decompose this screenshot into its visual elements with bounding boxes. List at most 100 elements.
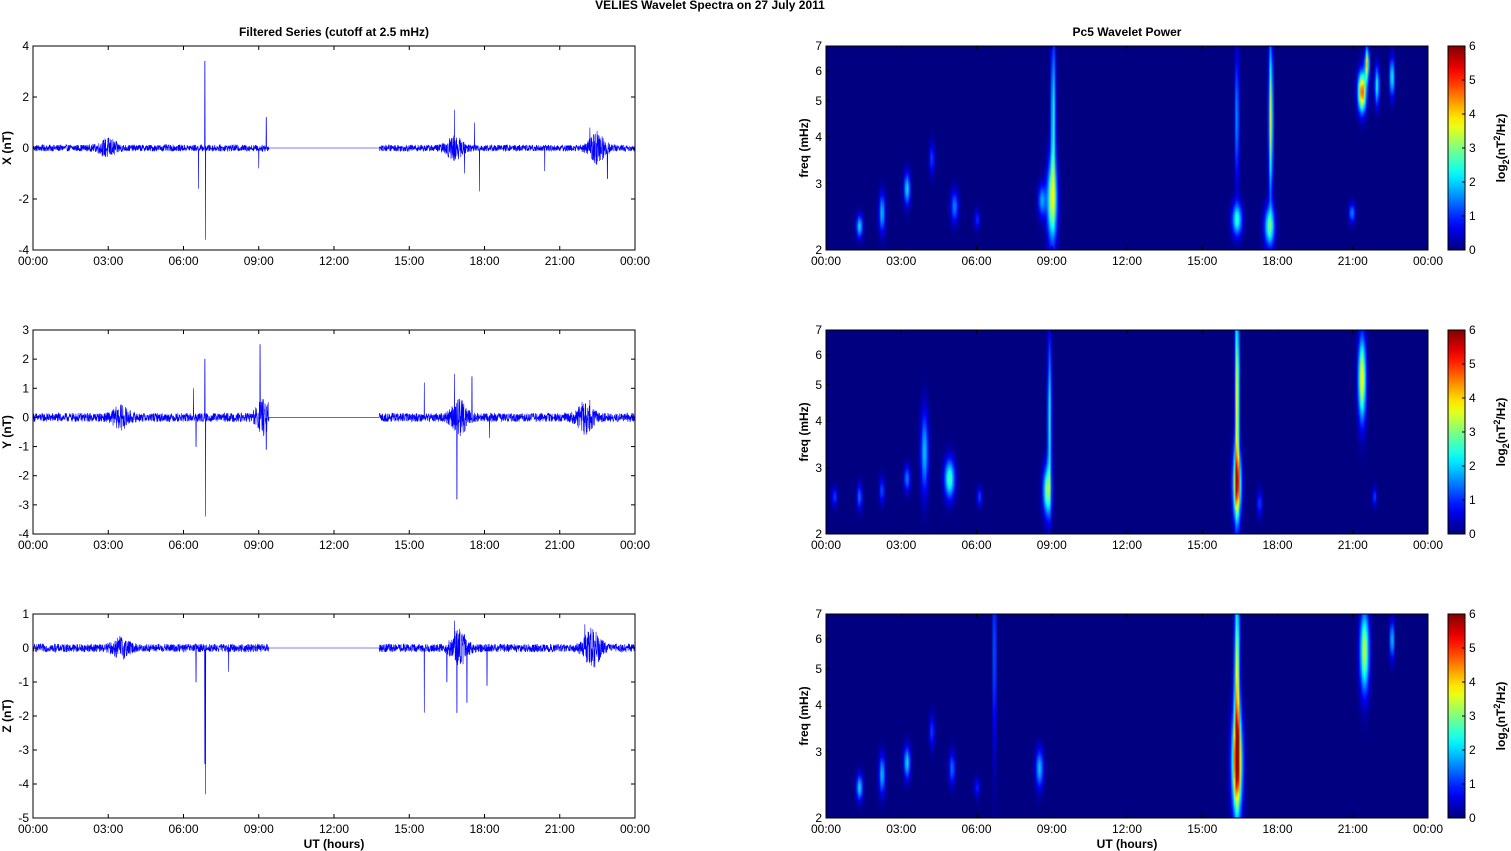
- filtered-z-ytick-label: -2: [18, 709, 29, 723]
- power-x-ytick-label: 4: [815, 130, 822, 144]
- filtered-y-ylabel: Y (nT): [0, 415, 14, 449]
- filtered-y-background: [33, 330, 635, 534]
- power-z-colorbar-label: 4: [1469, 675, 1476, 689]
- filtered-x-ytick-label: 0: [22, 141, 29, 155]
- power-x-ytick-label: 5: [815, 94, 822, 108]
- power-z-xtick-label: 18:00: [1262, 822, 1292, 836]
- filtered-y-xtick-label: 03:00: [93, 538, 123, 552]
- power-y-xtick-label: 00:00: [1413, 538, 1443, 552]
- filtered-x-xtick-label: 00:00: [620, 254, 650, 268]
- filtered-y-xtick-label: 00:00: [620, 538, 650, 552]
- filtered-x-xtick-label: 00:00: [18, 254, 48, 268]
- filtered-y-xtick-label: 06:00: [168, 538, 198, 552]
- filtered-z-ylabel: Z (nT): [0, 699, 14, 732]
- filtered-z-xtick-label: 03:00: [93, 822, 123, 836]
- filtered-z-xtick-label: 00:00: [620, 822, 650, 836]
- power-x-xtick-label: 03:00: [886, 254, 916, 268]
- filtered-y-ytick-label: 0: [22, 410, 29, 424]
- power-y-ytick-label: 6: [815, 348, 822, 362]
- filtered-z-xtick-label: 15:00: [394, 822, 424, 836]
- power-z-xtick-label: 00:00: [811, 822, 841, 836]
- power-x-ylabel: freq (mHz): [797, 118, 811, 177]
- power-x-ytick-label: 7: [815, 39, 822, 53]
- power-z-xtick-label: 00:00: [1413, 822, 1443, 836]
- power-z-colorbar-label: 0: [1469, 811, 1476, 825]
- power-z-heatmap-image: [826, 614, 1428, 818]
- filtered-y-xtick-label: 18:00: [469, 538, 499, 552]
- power-z-colorbar-label: 3: [1469, 709, 1476, 723]
- power-x-xtick-label: 18:00: [1262, 254, 1292, 268]
- power-y-xtick-label: 06:00: [961, 538, 991, 552]
- power-z-ytick-label: 3: [815, 745, 822, 759]
- power-x-xtick-label: 00:00: [811, 254, 841, 268]
- filtered-x-xtick-label: 09:00: [244, 254, 274, 268]
- filtered-x-xtick-label: 12:00: [319, 254, 349, 268]
- power-y-colorbar-label: 6: [1469, 323, 1476, 337]
- power-y-ytick-label: 3: [815, 461, 822, 475]
- filtered-x-series-line: [32, 61, 636, 240]
- filtered-z-xtick-label: 09:00: [244, 822, 274, 836]
- filtered-x-ytick-label: -4: [18, 243, 29, 257]
- power-y-colorbar-title-part: 2: [1492, 420, 1502, 425]
- left-column-title: Filtered Series (cutoff at 2.5 mHz): [239, 25, 429, 39]
- filtered-z-xtick-label: 06:00: [168, 822, 198, 836]
- filtered-y-xtick-label: 21:00: [545, 538, 575, 552]
- power-y-xtick-label: 09:00: [1037, 538, 1067, 552]
- power-x-ytick-label: 6: [815, 64, 822, 78]
- filtered-z-ytick-label: -5: [18, 811, 29, 825]
- power-y-colorbar-title-part: 2: [1501, 443, 1511, 448]
- filtered-z-background: [33, 614, 635, 818]
- power-z-panel: 2 3 4 5 6 7 00:00 03:00 06:00 09:00 12:00 15:00 18:0…: [797, 607, 1511, 836]
- filtered-x-xtick-label: 06:00: [168, 254, 198, 268]
- filtered-x-ytick-label: 2: [22, 90, 29, 104]
- power-x-colorbar-label: 0: [1469, 243, 1476, 257]
- filtered-y-ytick-label: 3: [22, 323, 29, 337]
- power-x-xtick-label: 15:00: [1187, 254, 1217, 268]
- filtered-z-ytick-label: 0: [22, 641, 29, 655]
- power-y-panel: 2 3 4 5 6 7 00:00 03:00 06:00 09:00 12:00 15:00 18:0…: [797, 323, 1511, 552]
- filtered-x-xtick-label: 03:00: [93, 254, 123, 268]
- power-x-xtick-label: 00:00: [1413, 254, 1443, 268]
- filtered-z-xtick-label: 00:00: [18, 822, 48, 836]
- power-y-colorbar-title-part: log: [1494, 448, 1508, 466]
- power-z-colorbar-title-part: 2: [1492, 704, 1502, 709]
- power-z-xtick-label: 03:00: [886, 822, 916, 836]
- figure-suptitle: VELIES Wavelet Spectra on 27 July 2011: [595, 0, 825, 12]
- power-x-heatmap-image: [826, 46, 1428, 250]
- power-x-xtick-label: 06:00: [961, 254, 991, 268]
- power-z-xtick-label: 09:00: [1037, 822, 1067, 836]
- power-y-colorbar-title: log2(nT2/Hz): [1492, 398, 1511, 467]
- power-y-colorbar-label: 3: [1469, 425, 1476, 439]
- power-y-ytick-label: 5: [815, 378, 822, 392]
- power-x-colorbar-title-part: log: [1494, 164, 1508, 182]
- power-y-heatmap-image: [826, 330, 1428, 534]
- power-y-colorbar-label: 1: [1469, 493, 1476, 507]
- power-y-colorbar-label: 5: [1469, 357, 1476, 371]
- filtered-y-ytick-label: -4: [18, 527, 29, 541]
- filtered-x-ytick-label: 4: [22, 39, 29, 53]
- filtered-y-ytick-label: -1: [18, 440, 29, 454]
- power-y-ytick-label: 7: [815, 323, 822, 337]
- power-z-ytick-label: 6: [815, 632, 822, 646]
- power-x-colorbar-label: 5: [1469, 73, 1476, 87]
- power-x-xtick-label: 21:00: [1338, 254, 1368, 268]
- power-y-xtick-label: 12:00: [1112, 538, 1142, 552]
- filtered-y-xtick-label: 09:00: [244, 538, 274, 552]
- filtered-z-series-line: [32, 620, 636, 795]
- power-x-colorbar-label: 4: [1469, 107, 1476, 121]
- power-z-ytick-label: 5: [815, 662, 822, 676]
- power-y-xtick-label: 21:00: [1338, 538, 1368, 552]
- power-x-colorbar-label: 6: [1469, 39, 1476, 53]
- power-y-colorbar-label: 4: [1469, 391, 1476, 405]
- left-xlabel: UT (hours): [304, 837, 365, 851]
- filtered-y-ytick-label: -3: [18, 498, 29, 512]
- filtered-y-series-line: [32, 344, 636, 517]
- filtered-y-panel: -4 -3 -2 -1 0 1 2 3 00:00 03:00 06:00 09:00 12:00 15:…: [0, 323, 650, 552]
- power-y-ytick-label: 2: [815, 527, 822, 541]
- filtered-z-ytick-label: -3: [18, 743, 29, 757]
- power-y-colorbar-label: 0: [1469, 527, 1476, 541]
- power-z-xtick-label: 12:00: [1112, 822, 1142, 836]
- power-z-colorbar-title: log2(nT2/Hz): [1492, 682, 1511, 751]
- power-z-colorbar-title-part: (nT: [1494, 708, 1508, 727]
